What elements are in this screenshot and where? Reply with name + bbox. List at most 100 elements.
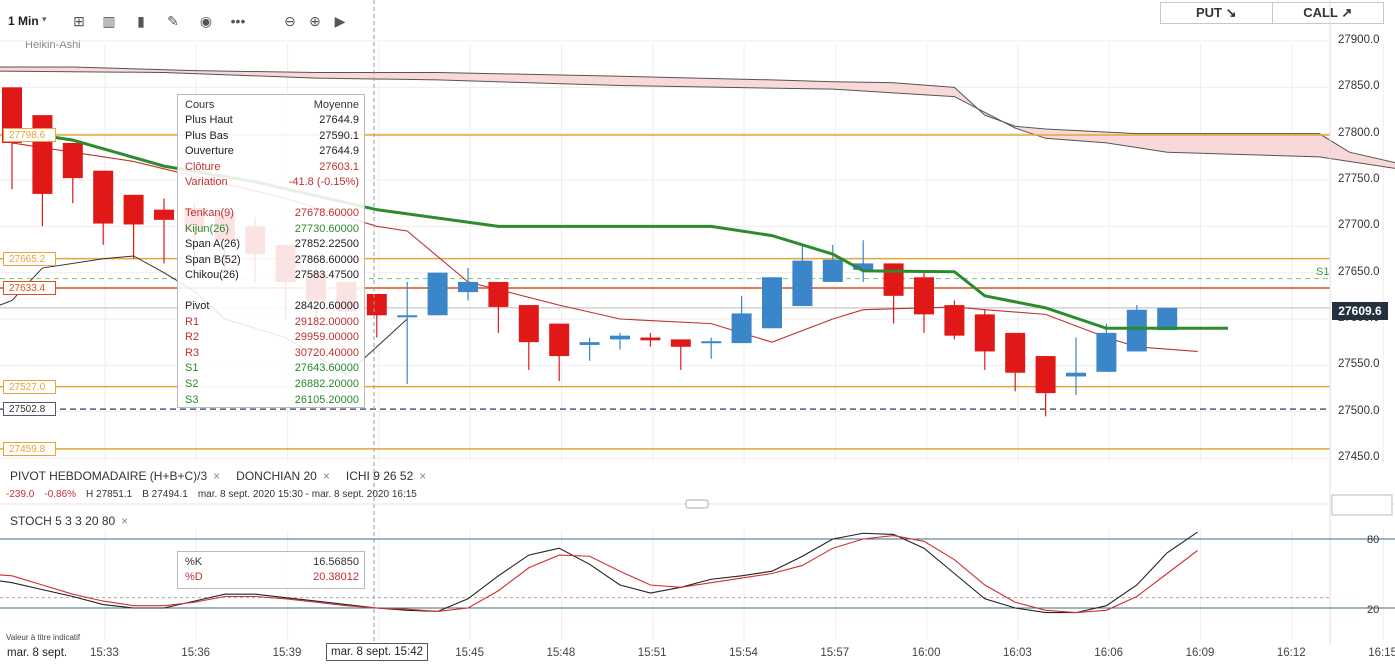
draw-pencil-icon[interactable]: ✎ <box>167 12 179 29</box>
pivot-row-value: 27643.60000 <box>294 362 359 375</box>
close-icon[interactable]: × <box>213 469 221 483</box>
pivot-row-value: 28420.60000 <box>294 300 359 312</box>
ohlc-row-label: Plus Bas <box>185 129 229 142</box>
pivot-row: S2 26882.20000 <box>185 378 359 393</box>
candle-body <box>944 305 965 336</box>
candle-body <box>458 281 478 293</box>
trade-buttons: PUT ↘ CALL ↗ <box>1160 2 1384 24</box>
pivot-row: R3 30720.40000 <box>185 347 359 362</box>
session-info-bar: -239.0 -0.86% H 27851.1 B 27494.1 mar. 8… <box>6 489 417 500</box>
ichimoku-row-value: 27583.47500 <box>294 269 359 282</box>
zoom-out-icon[interactable]: ⊖ <box>284 12 296 29</box>
ohlc-row-value: 27644.9 <box>319 145 359 158</box>
candle-body <box>154 209 174 220</box>
ohlc-row-value: 27644.9 <box>319 114 359 126</box>
cloud-span-b-line <box>0 70 1395 169</box>
x-tick-label: 15:36 <box>181 647 211 659</box>
ohlc-row-label: Ouverture <box>185 145 234 158</box>
y-tick-label: 27500.0 <box>1338 404 1380 417</box>
change-percent: -0.86% <box>44 489 77 500</box>
ohlc-row-label: Plus Haut <box>185 114 233 126</box>
ohlc-row: Variation -41.8 (-0.15%) <box>185 176 359 191</box>
candle-settings-icon[interactable]: ▥ <box>102 12 116 29</box>
ohlc-row-value: -41.8 (-0.15%) <box>288 176 359 189</box>
pivot-row-label: R1 <box>185 315 200 328</box>
pivot-row-label: Pivot <box>185 300 210 312</box>
close-icon[interactable]: × <box>419 469 427 483</box>
ohlc-row: Clôture 27603.1 <box>185 161 359 176</box>
pane-resize-handle <box>685 499 709 509</box>
play-end-icon[interactable]: ▶ <box>334 12 346 29</box>
ichimoku-row-value: 27868.60000 <box>294 253 359 266</box>
pivot-row-label: S2 <box>185 378 199 390</box>
chart-toolbar: 1 Min ▾ ⊞ ▥ ▮ ✎ ◉ ••• ⊖ ⊕ ▶ <box>0 0 1395 44</box>
ohlc-header: Cours Moyenne <box>185 99 359 111</box>
candle-body <box>93 170 114 224</box>
ohlc-row: Plus Bas 27590.1 <box>185 130 359 145</box>
call-button[interactable]: CALL ↗ <box>1271 3 1384 23</box>
candle-body <box>397 315 418 318</box>
stoch-k-row: %K 16.56850 <box>185 556 359 568</box>
bar-chart-icon[interactable]: ▮ <box>137 12 145 29</box>
change-value: -239.0 <box>6 489 35 500</box>
ohlc-row-value: 27603.1 <box>319 160 359 173</box>
ohlc-row: Ouverture 27644.9 <box>185 145 359 160</box>
stoch-values-panel: %K 16.56850 %D 20.38012 <box>177 551 365 589</box>
x-tick-label: 16:06 <box>1094 647 1124 659</box>
candle-body <box>1157 307 1178 331</box>
donchian-indicator-label[interactable]: DONCHIAN 20 <box>236 469 317 483</box>
close-icon[interactable]: × <box>322 469 330 483</box>
stoch-indicator-bar: STOCH 5 3 3 20 80 × <box>10 514 128 528</box>
candle-body <box>731 313 752 344</box>
pivot-row-value: 29959.00000 <box>294 331 359 344</box>
ohlc-row-label: Clôture <box>185 160 221 173</box>
ichimoku-row-label: Span A(26) <box>185 238 241 251</box>
y-tick-label: 27700.0 <box>1338 219 1380 232</box>
stoch-level-80: 80 <box>1367 534 1380 546</box>
ichi-indicator-label[interactable]: ICHI 9 26 52 <box>345 469 414 483</box>
y-tick-label: 27900.0 <box>1338 34 1380 46</box>
pivot-row-label: R2 <box>185 331 200 344</box>
price-tag: 27527.0 <box>3 379 56 394</box>
ichimoku-row-value: 27852.22500 <box>294 238 359 251</box>
close-icon[interactable]: × <box>121 514 129 528</box>
pane-control <box>1331 494 1393 516</box>
candle-body <box>488 281 509 307</box>
stoch-indicator-label[interactable]: STOCH 5 3 3 20 80 <box>10 514 116 528</box>
session-low: B 27494.1 <box>142 489 188 500</box>
zoom-in-icon[interactable]: ⊕ <box>309 12 321 29</box>
candle-body <box>427 272 448 316</box>
candle-body <box>1066 372 1086 377</box>
y-tick-label: 27650.0 <box>1338 265 1380 278</box>
candle-body <box>610 335 630 340</box>
candle-body <box>1005 332 1026 373</box>
x-tick-label: 15:57 <box>820 647 850 659</box>
ohlc-row: Plus Haut 27644.9 <box>185 114 359 129</box>
pivot-row-label: R3 <box>185 346 200 359</box>
ohlc-row-value: 27590.1 <box>319 129 359 142</box>
interval-selector[interactable]: 1 Min <box>8 14 39 28</box>
x-tick-label: 15:45 <box>455 647 484 659</box>
layout-icon[interactable]: ⊞ <box>73 12 85 29</box>
ichimoku-row: Span B(52) 27868.60000 <box>185 254 359 269</box>
stoch-d-line <box>0 534 1198 614</box>
more-icon[interactable]: ••• <box>230 13 246 29</box>
candle-body <box>883 263 904 296</box>
put-button[interactable]: PUT ↘ <box>1195 5 1237 20</box>
candle-body <box>670 339 691 347</box>
session-high: H 27851.1 <box>86 489 133 500</box>
x-tick-label: 16:15 <box>1368 647 1395 659</box>
x-tick-label: 15:33 <box>90 647 119 659</box>
candle-body <box>762 277 782 329</box>
price-tag: 27459.8 <box>3 441 56 456</box>
candle-body <box>549 323 570 357</box>
chevron-down-icon[interactable]: ▾ <box>42 14 47 24</box>
eye-icon[interactable]: ◉ <box>199 12 213 29</box>
current-price-badge: 27609.6 <box>1332 302 1388 320</box>
candle-body <box>518 305 539 343</box>
session-range: mar. 8 sept. 2020 15:30 - mar. 8 sept. 2… <box>197 489 417 500</box>
ichimoku-row: Span A(26) 27852.22500 <box>185 238 359 253</box>
x-tick-label: 15:39 <box>272 647 302 659</box>
pivot-indicator-label[interactable]: PIVOT HEBDOMADAIRE (H+B+C)/3 <box>10 469 208 483</box>
x-tick-label: 16:12 <box>1276 647 1306 659</box>
